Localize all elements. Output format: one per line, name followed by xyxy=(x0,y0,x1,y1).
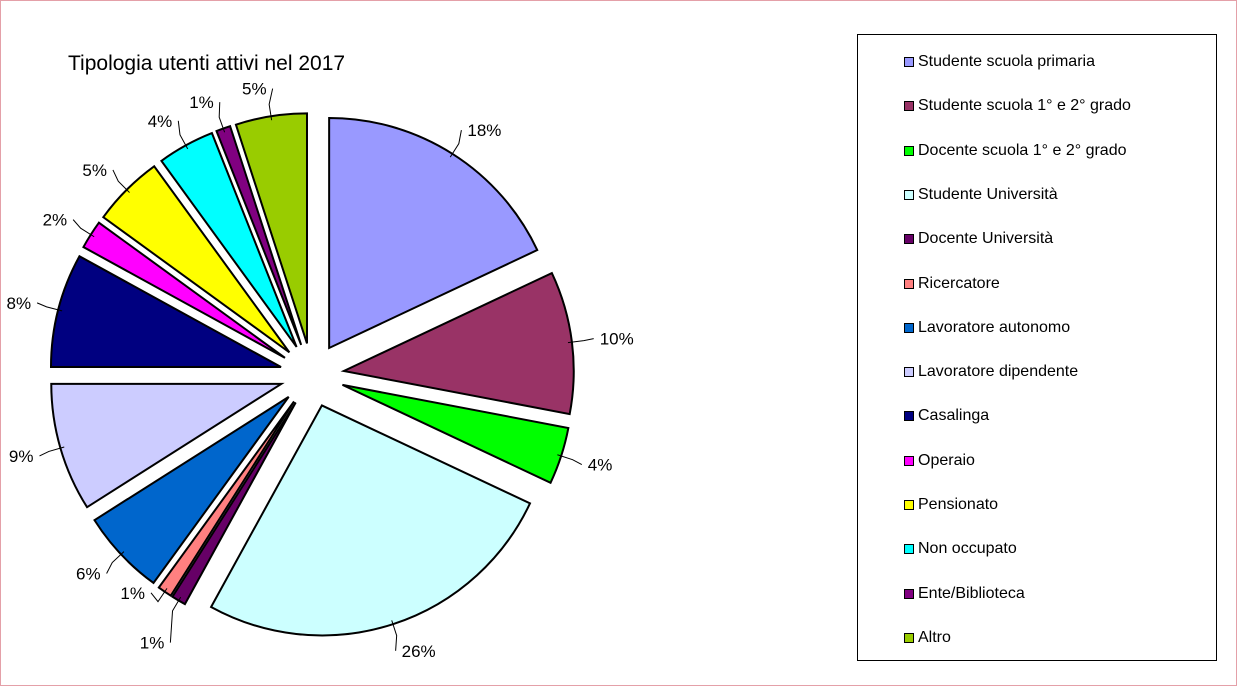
leader-line xyxy=(169,596,182,643)
legend-item: Lavoratore autonomo xyxy=(904,318,1070,338)
legend-swatch xyxy=(904,588,914,599)
legend-swatch xyxy=(904,544,914,555)
legend-item: Ente/Biblioteca xyxy=(904,584,1025,604)
pie-slices xyxy=(50,112,575,637)
leader-line xyxy=(72,219,95,238)
leader-line xyxy=(391,620,398,651)
chart-title: Tipologia utenti attivi nel 2017 xyxy=(68,52,346,75)
legend-item: Casalinga xyxy=(904,406,989,426)
legend-item: Pensionato xyxy=(904,495,998,515)
data-label: 26% xyxy=(402,642,436,661)
legend-label: Studente scuola 1° e 2° grado xyxy=(918,97,1131,115)
legend-item: Non occupato xyxy=(904,539,1017,559)
legend-swatch xyxy=(904,145,914,156)
legend-swatch xyxy=(904,367,914,378)
legend-label: Non occupato xyxy=(918,540,1017,558)
leader-line xyxy=(268,88,274,121)
legend-item: Studente scuola 1° e 2° grado xyxy=(904,96,1131,116)
data-label: 1% xyxy=(189,93,214,112)
data-label: 2% xyxy=(43,211,68,230)
legend-swatch xyxy=(904,101,914,112)
data-label: 10% xyxy=(600,330,634,349)
legend-item: Ricercatore xyxy=(904,274,1000,294)
leader-line xyxy=(112,169,130,193)
legend-swatch xyxy=(904,278,914,289)
leader-line xyxy=(106,551,125,574)
legend-label: Altro xyxy=(918,628,951,646)
legend-item: Docente scuola 1° e 2° grado xyxy=(904,141,1126,161)
leader-line xyxy=(150,588,168,603)
leader-line xyxy=(449,130,462,158)
data-label: 6% xyxy=(76,565,101,584)
legend-item: Operaio xyxy=(904,451,975,471)
legend-swatch xyxy=(904,632,914,643)
leader-lines xyxy=(36,88,594,651)
leader-line xyxy=(567,338,594,344)
legend-label: Lavoratore dipendente xyxy=(918,363,1079,381)
data-label: 9% xyxy=(9,447,34,466)
data-label: 18% xyxy=(467,121,501,140)
leader-line xyxy=(557,454,583,466)
legend-label: Pensionato xyxy=(918,496,999,513)
legend-swatch xyxy=(904,234,914,245)
legend-label: Studente Università xyxy=(918,185,1058,203)
legend-label: Studente scuola primaria xyxy=(918,53,1095,70)
data-label: 5% xyxy=(82,161,107,180)
legend-item: Altro xyxy=(904,628,951,648)
legend-item: Studente Università xyxy=(904,185,1058,205)
leader-line xyxy=(39,446,65,457)
data-label: 1% xyxy=(120,584,145,603)
data-label: 8% xyxy=(7,294,32,313)
legend-label: Ente/Biblioteca xyxy=(918,584,1025,602)
legend-label: Ricercatore xyxy=(918,274,1000,292)
legend-item: Docente Università xyxy=(904,229,1053,249)
data-label: 1% xyxy=(140,634,165,653)
legend-swatch xyxy=(904,189,914,200)
legend-swatch xyxy=(904,57,914,67)
legend-label: Casalinga xyxy=(918,407,990,425)
data-label: 4% xyxy=(588,456,613,475)
legend: Studente scuola primaria Studente scuola … xyxy=(857,34,1217,661)
legend-item: Studente scuola primaria xyxy=(904,52,1095,72)
legend-item: Lavoratore dipendente xyxy=(904,362,1078,382)
legend-swatch xyxy=(904,322,914,333)
legend-label: Lavoratore autonomo xyxy=(918,318,1071,336)
legend-label: Docente Università xyxy=(918,230,1054,248)
data-labels: 18% 10% 4% 26% 1% 1% 6% 9% 8% 2% 5% 4% 1% 5% xyxy=(7,80,634,661)
legend-label: Docente scuola 1° e 2° grado xyxy=(918,141,1127,159)
data-label: 5% xyxy=(242,80,267,99)
legend-swatch xyxy=(904,500,914,510)
leader-line xyxy=(177,120,189,150)
legend-swatch xyxy=(904,411,914,422)
data-label: 4% xyxy=(148,112,173,131)
legend-swatch xyxy=(904,455,914,466)
leader-line xyxy=(36,302,63,312)
leader-line xyxy=(218,102,226,133)
legend-label: Operaio xyxy=(918,451,975,469)
